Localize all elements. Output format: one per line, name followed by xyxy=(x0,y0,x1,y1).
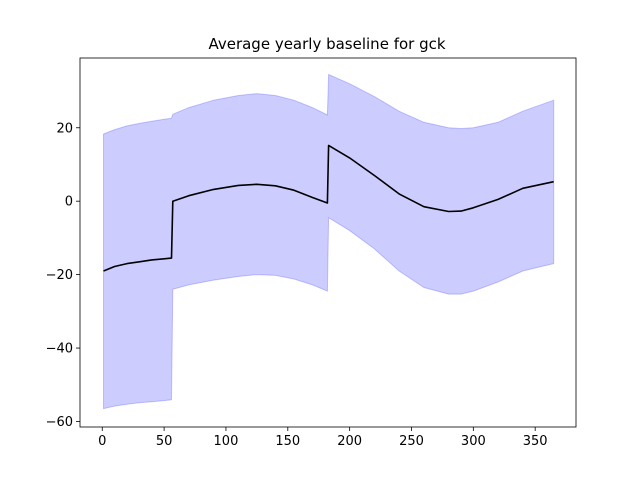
x-tick-label: 250 xyxy=(399,434,424,449)
confidence-band-layer xyxy=(103,73,555,410)
y-tick-label: −60 xyxy=(46,415,73,430)
x-tick-label: 150 xyxy=(275,434,300,449)
y-tick-label: −40 xyxy=(46,342,73,357)
x-tick-label: 0 xyxy=(98,434,106,449)
mean-line-layer xyxy=(103,144,554,272)
x-tick-label: 100 xyxy=(214,434,239,449)
y-tick-label: 20 xyxy=(56,121,73,136)
plot-frame xyxy=(79,57,577,428)
chart-title: Average yearly baseline for gck xyxy=(208,35,445,53)
x-tick-label: 350 xyxy=(523,434,548,449)
x-tick-label: 200 xyxy=(337,434,362,449)
x-tick-label: 50 xyxy=(156,434,173,449)
y-tick-label: 0 xyxy=(65,195,73,210)
y-tick-label: −20 xyxy=(46,268,73,283)
mean-baseline-line xyxy=(103,144,554,272)
confidence-band xyxy=(103,73,555,410)
y-axis-ticks: −60 −40 −20 0 20 xyxy=(46,121,80,430)
x-axis-ticks: 0 50 100 150 200 250 300 350 xyxy=(98,427,548,449)
x-tick-label: 300 xyxy=(461,434,486,449)
